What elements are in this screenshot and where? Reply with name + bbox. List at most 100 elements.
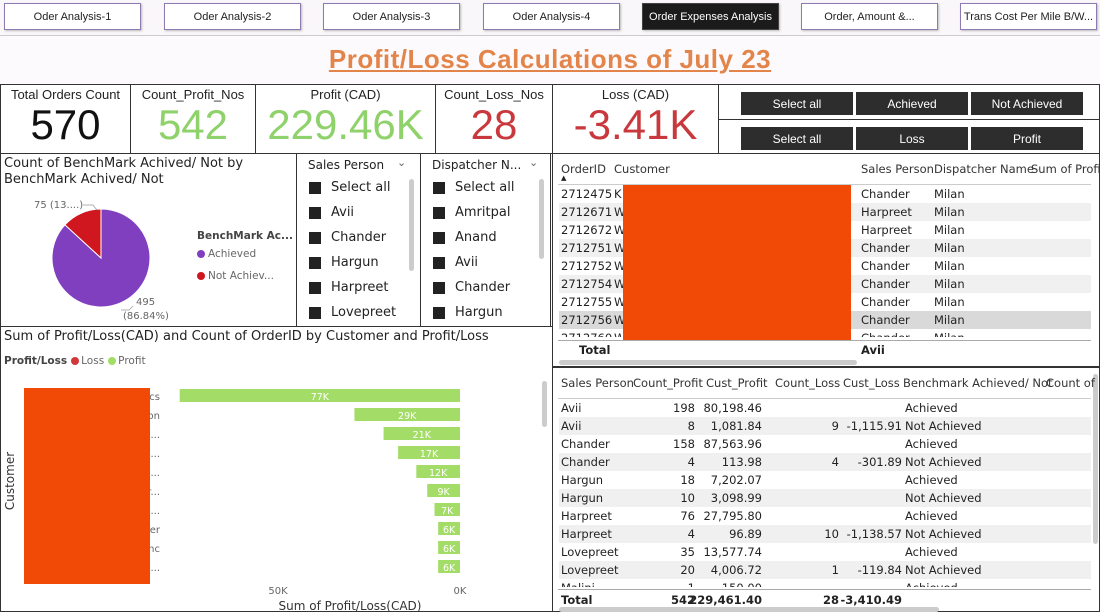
profit-bar[interactable] — [179, 389, 460, 402]
slicer-item[interactable]: Chander — [433, 280, 510, 295]
table-row[interactable]: Harpreet 4 96.89 10 -1,138.57 Not Achieved — [559, 525, 1091, 543]
table-cell: Chander — [861, 241, 910, 255]
benchmark-select-all-button[interactable]: Select all — [741, 92, 853, 115]
horizontal-scrollbar[interactable] — [559, 607, 939, 612]
legend-not-achieved[interactable]: Not Achiev... — [197, 270, 274, 282]
pie-legend-title: BenchMark Ac... — [197, 230, 293, 242]
profit-bar[interactable] — [427, 484, 460, 497]
table-row[interactable]: Hargun 18 7,202.07 Achieved — [559, 471, 1091, 489]
slicer-item[interactable]: Hargun — [309, 255, 379, 270]
vertical-scrollbar[interactable] — [1093, 374, 1098, 544]
column-header[interactable]: Count of — [1046, 376, 1095, 390]
column-header[interactable]: Sum of Profi — [1031, 162, 1100, 176]
column-header[interactable]: Count_Profit — [633, 376, 703, 390]
checkbox-icon[interactable] — [309, 231, 321, 244]
table-cell: Chander — [861, 259, 910, 273]
kpi-card: Loss (CAD) -3.41K — [552, 84, 719, 154]
slicer-item[interactable]: Chander — [309, 230, 386, 245]
pie-slice-not-achieved[interactable] — [64, 208, 102, 260]
profit-bar[interactable] — [383, 427, 460, 440]
checkbox-icon[interactable] — [309, 281, 321, 294]
profit-bar[interactable] — [398, 446, 460, 459]
checkbox-icon[interactable] — [433, 206, 445, 219]
chevron-down-icon[interactable]: ⌄ — [529, 156, 539, 169]
slicer-item[interactable]: Avii — [433, 255, 478, 270]
tab-order-amount[interactable]: Order, Amount &... — [801, 3, 938, 30]
slicer-item[interactable]: Harpreet — [309, 280, 389, 295]
profit-bar[interactable] — [416, 465, 460, 478]
table-row[interactable]: Avii 198 80,198.46 Achieved — [559, 399, 1091, 417]
table-row[interactable]: Avii 8 1,081.84 9 -1,115.91 Not Achieved — [559, 417, 1091, 435]
column-header[interactable]: Customer — [614, 162, 670, 176]
slicer-item[interactable]: Lovepreet — [309, 305, 396, 320]
table-row[interactable]: Lovepreet 35 13,577.74 Achieved — [559, 543, 1091, 561]
slicer-scrollbar[interactable] — [539, 179, 544, 259]
legend-profit[interactable]: Profit — [118, 355, 146, 367]
table-cell: Chander — [861, 313, 910, 327]
benchmark-achieved-button[interactable]: Achieved — [856, 92, 968, 115]
profit-bar[interactable] — [434, 503, 460, 516]
checkbox-icon[interactable] — [309, 181, 321, 194]
column-header[interactable]: Sales Person — [861, 162, 934, 176]
column-header[interactable]: OrderID — [561, 162, 606, 176]
profit-bar[interactable] — [438, 522, 460, 535]
kpi-label: Count_Loss_Nos — [444, 87, 544, 102]
table-row[interactable]: Hargun 10 3,098.99 Not Achieved — [559, 489, 1091, 507]
slicer-scrollbar[interactable] — [409, 179, 414, 271]
tab-oder-analysis-1[interactable]: Oder Analysis-1 — [4, 3, 141, 30]
checkbox-icon[interactable] — [309, 306, 321, 319]
table-cell: W — [614, 277, 626, 291]
horizontal-scrollbar[interactable] — [559, 360, 857, 365]
checkbox-icon[interactable] — [309, 256, 321, 269]
slicer-item[interactable]: Select all — [309, 180, 390, 195]
checkbox-icon[interactable] — [309, 206, 321, 219]
tab-oder-analysis-4[interactable]: Oder Analysis-4 — [483, 3, 620, 30]
profit-bar[interactable] — [438, 541, 460, 554]
total-label: Total — [579, 343, 611, 357]
profit-loss-profit-button[interactable]: Profit — [971, 127, 1083, 150]
category-label: ...er — [140, 525, 161, 536]
vertical-scrollbar[interactable] — [542, 381, 547, 427]
checkbox-icon[interactable] — [433, 306, 445, 319]
column-header[interactable]: Count_Loss — [775, 376, 841, 390]
legend-achieved[interactable]: Achieved — [197, 248, 256, 260]
legend-loss[interactable]: Loss — [81, 355, 105, 367]
sort-ascending-icon[interactable]: ▲ — [561, 174, 567, 182]
column-header[interactable]: Cust_Profit — [706, 376, 768, 390]
tab-order-expenses-analysis[interactable]: Order Expenses Analysis — [642, 3, 779, 30]
chevron-down-icon[interactable]: ⌄ — [397, 156, 407, 169]
table-row[interactable]: Malini 1 150.00 Achieved — [559, 579, 1091, 587]
column-header[interactable]: Cust_Loss — [843, 376, 900, 390]
slicer-item[interactable]: Select all — [433, 180, 514, 195]
checkbox-icon[interactable] — [433, 256, 445, 269]
column-header[interactable]: Benchmark Achieved/ Not — [903, 376, 1053, 390]
checkbox-icon[interactable] — [433, 281, 445, 294]
table-row[interactable]: Chander 4 113.98 4 -301.89 Not Achieved — [559, 453, 1091, 471]
column-header[interactable]: Sales Person — [561, 376, 634, 390]
table-row[interactable]: Lovepreet 20 4,006.72 1 -119.84 Not Achieved — [559, 561, 1091, 579]
tab-trans-cost-per-mile-b-w[interactable]: Trans Cost Per Mile B/W... — [960, 3, 1097, 30]
tab-oder-analysis-2[interactable]: Oder Analysis-2 — [164, 3, 301, 30]
benchmark-not-achieved-button[interactable]: Not Achieved — [971, 92, 1083, 115]
table-cell: Harpreet — [861, 205, 912, 219]
slicer-item[interactable]: Amritpal — [433, 205, 510, 220]
table-cell: 87,563.96 — [703, 437, 762, 451]
table-row[interactable]: Harpreet 76 27,795.80 Achieved — [559, 507, 1091, 525]
column-header[interactable]: Dispatcher Name — [934, 162, 1034, 176]
slicer-item-label: Avii — [455, 255, 479, 270]
profit-loss-select-all-button[interactable]: Select all — [741, 127, 853, 150]
pie-title: Count of BenchMark Achived/ Not by Bench… — [4, 156, 244, 187]
slicer-item[interactable]: Anand — [433, 230, 497, 245]
kpi-label: Count_Profit_Nos — [141, 87, 245, 102]
legend-label: Not Achiev... — [208, 270, 274, 282]
profit-bar[interactable] — [354, 408, 460, 421]
slicer-item[interactable]: Hargun — [433, 305, 503, 320]
checkbox-icon[interactable] — [433, 231, 445, 244]
profit-bar[interactable] — [438, 560, 460, 573]
profit-loss-loss-button[interactable]: Loss — [856, 127, 968, 150]
checkbox-icon[interactable] — [433, 181, 445, 194]
slicer-item[interactable]: Avii — [309, 205, 354, 220]
tab-oder-analysis-3[interactable]: Oder Analysis-3 — [323, 3, 460, 30]
table-row[interactable]: Chander 158 87,563.96 Achieved — [559, 435, 1091, 453]
x-tick-label: 50K — [268, 586, 288, 597]
